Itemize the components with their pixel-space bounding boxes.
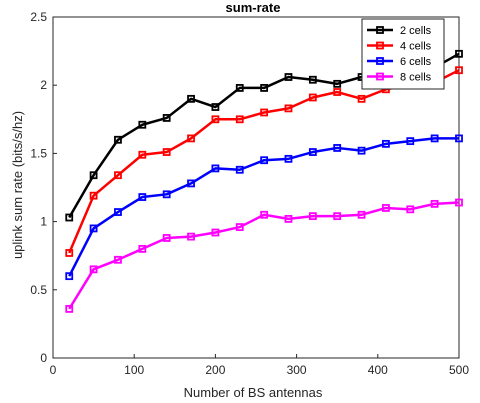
x-tick-label: 100 — [124, 363, 144, 377]
data-point — [357, 146, 366, 155]
y-axis-label: uplink sum rate (bits/s/hz) — [10, 111, 25, 259]
y-tick-label: 1 — [40, 215, 47, 229]
legend-marker — [376, 41, 384, 50]
data-point — [284, 214, 293, 223]
legend-item: 2 cells — [367, 25, 432, 37]
x-axis-label: Number of BS antennas — [184, 385, 323, 400]
data-point — [382, 139, 390, 148]
data-point — [187, 94, 195, 103]
data-point — [65, 249, 74, 257]
data-point — [455, 49, 463, 58]
chart-title: sum-rate — [226, 0, 281, 15]
data-point — [162, 234, 171, 242]
data-point — [235, 223, 244, 231]
data-point — [65, 213, 74, 222]
x-tick-label: 0 — [50, 363, 57, 377]
data-point — [455, 134, 463, 143]
data-point — [430, 199, 439, 208]
legend-item: 4 cells — [367, 41, 432, 53]
data-point — [138, 193, 147, 201]
data-point — [114, 208, 122, 216]
legend-marker — [376, 26, 384, 34]
series-3 — [65, 134, 463, 281]
data-point — [187, 134, 195, 143]
data-point — [89, 191, 98, 200]
data-point — [138, 150, 147, 159]
data-point — [333, 144, 342, 152]
data-point — [211, 103, 220, 111]
data-point — [308, 93, 317, 102]
data-point — [114, 255, 122, 264]
data-point — [187, 179, 195, 188]
data-point — [211, 228, 220, 237]
data-point — [308, 75, 317, 84]
series-line — [68, 137, 459, 277]
legend: 2 cells 4 cells 6 cells 8 cells — [361, 18, 445, 90]
y-tick-label: 0.5 — [30, 283, 47, 297]
data-point — [308, 148, 317, 156]
data-point — [455, 66, 463, 75]
data-point — [114, 171, 122, 180]
data-point — [455, 198, 463, 207]
data-point — [308, 212, 317, 221]
legend-item: 6 cells — [367, 56, 432, 68]
x-tick-label: 400 — [368, 363, 388, 377]
data-point — [357, 94, 366, 103]
data-point — [235, 165, 244, 174]
x-tick-label: 200 — [205, 363, 225, 377]
legend-label: 8 cells — [400, 72, 432, 84]
data-point — [114, 135, 122, 144]
data-point — [260, 108, 269, 117]
data-point — [284, 73, 293, 81]
data-point — [260, 84, 269, 92]
legend-label: 4 cells — [400, 41, 432, 53]
y-tick-label: 2 — [40, 78, 47, 92]
data-point — [357, 210, 366, 219]
y-tick-label: 0 — [40, 351, 47, 365]
x-tick-label: 300 — [287, 363, 307, 377]
data-point — [211, 164, 220, 173]
data-point — [162, 190, 171, 199]
data-point — [284, 154, 293, 163]
data-point — [65, 272, 74, 281]
data-point — [382, 204, 390, 212]
data-point — [430, 134, 439, 143]
data-point — [406, 205, 415, 214]
data-point — [333, 212, 342, 221]
series-group — [65, 49, 463, 313]
data-point — [260, 210, 269, 219]
data-point — [138, 244, 147, 253]
series-4 — [65, 198, 463, 313]
data-point — [162, 114, 171, 122]
data-point — [235, 84, 244, 92]
data-point — [333, 79, 342, 88]
data-point — [406, 137, 415, 146]
data-point — [260, 156, 269, 165]
legend-label: 2 cells — [400, 25, 432, 37]
x-tick-label: 500 — [449, 363, 469, 377]
data-point — [284, 104, 293, 113]
legend-label: 6 cells — [400, 56, 432, 68]
data-point — [235, 115, 244, 124]
data-point — [89, 224, 98, 233]
data-point — [187, 232, 195, 241]
series-line — [68, 201, 460, 310]
data-point — [65, 304, 74, 313]
data-point — [138, 120, 147, 129]
y-tick-label: 2.5 — [30, 10, 47, 24]
legend-marker — [376, 57, 384, 65]
data-point — [89, 171, 98, 180]
data-point — [333, 88, 342, 96]
legend-marker — [376, 72, 384, 81]
legend-item: 8 cells — [367, 72, 432, 84]
data-point — [162, 148, 171, 156]
data-point — [89, 265, 98, 274]
data-point — [211, 115, 220, 124]
y-tick-label: 1.5 — [30, 146, 47, 160]
